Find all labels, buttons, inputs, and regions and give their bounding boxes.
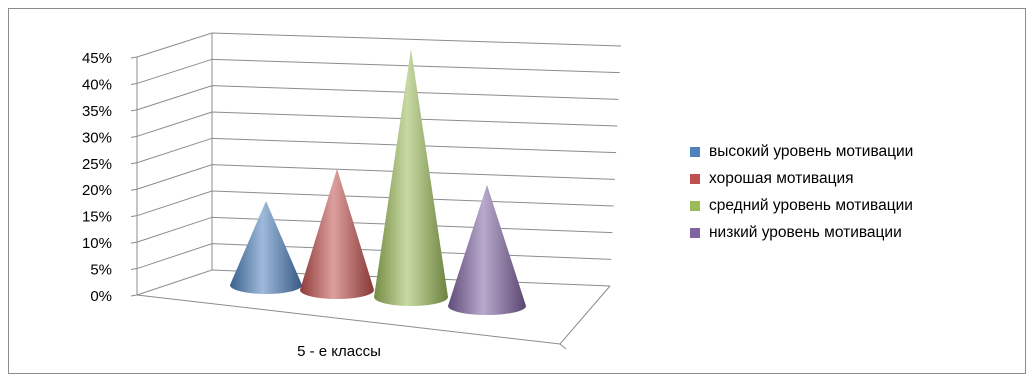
gridline xyxy=(136,243,612,270)
gridlines xyxy=(136,32,622,296)
data-cone xyxy=(230,200,302,294)
floor-edge xyxy=(136,285,611,345)
data-cone xyxy=(448,184,526,315)
tick-mark xyxy=(130,135,138,138)
chart-walls xyxy=(136,33,611,350)
legend-label: низкий уровень мотивации xyxy=(709,223,902,241)
tick-label: 5% xyxy=(90,262,112,279)
tick-label: 30% xyxy=(82,129,112,146)
tick-label: 45% xyxy=(82,50,112,67)
gridline xyxy=(136,111,618,137)
legend-label: средний уровень мотивации xyxy=(709,196,913,214)
tick-label: 10% xyxy=(82,235,112,252)
legend-item: хорошая мотивация xyxy=(690,165,913,192)
tick-label: 15% xyxy=(82,209,112,226)
legend-swatch-icon xyxy=(690,173,700,184)
tick-label: 20% xyxy=(82,182,112,199)
floor-tick xyxy=(559,343,567,350)
data-cone xyxy=(374,49,448,306)
data-cones xyxy=(230,49,526,315)
legend-swatch-icon xyxy=(690,200,700,211)
legend: высокий уровень мотивации хорошая мотива… xyxy=(690,138,913,246)
tick-mark xyxy=(130,82,138,85)
legend-label: хорошая мотивация xyxy=(709,169,854,187)
tick-label: 0% xyxy=(90,288,112,305)
tick-mark xyxy=(130,56,138,59)
legend-swatch-icon xyxy=(690,146,700,157)
tick-mark xyxy=(130,188,138,191)
legend-item: низкий уровень мотивации xyxy=(690,219,913,246)
tick-mark xyxy=(130,294,138,297)
gridline xyxy=(136,137,617,164)
category-label: 5 - е классы xyxy=(297,343,381,360)
tick-mark xyxy=(130,215,138,218)
tick-mark xyxy=(130,241,138,244)
gridline xyxy=(136,164,615,190)
gridline xyxy=(136,216,613,243)
legend-item: высокий уровень мотивации xyxy=(690,138,913,165)
tick-label: 40% xyxy=(82,76,112,93)
tick-mark xyxy=(130,268,138,271)
gridline xyxy=(136,58,620,84)
gridline xyxy=(136,85,619,111)
legend-swatch-icon xyxy=(690,227,700,238)
legend-item: средний уровень мотивации xyxy=(690,192,913,219)
y-axis-ticks: 0% 5% 10% 15% 20% 25% 30% 35% 40% 45% xyxy=(82,50,138,305)
gridline xyxy=(136,32,622,58)
tick-label: 25% xyxy=(82,156,112,173)
data-cone xyxy=(300,168,374,299)
gridline xyxy=(136,190,614,217)
tick-label: 35% xyxy=(82,103,112,120)
legend-label: высокий уровень мотивации xyxy=(709,142,914,160)
tick-mark xyxy=(130,162,138,165)
tick-mark xyxy=(130,109,138,112)
